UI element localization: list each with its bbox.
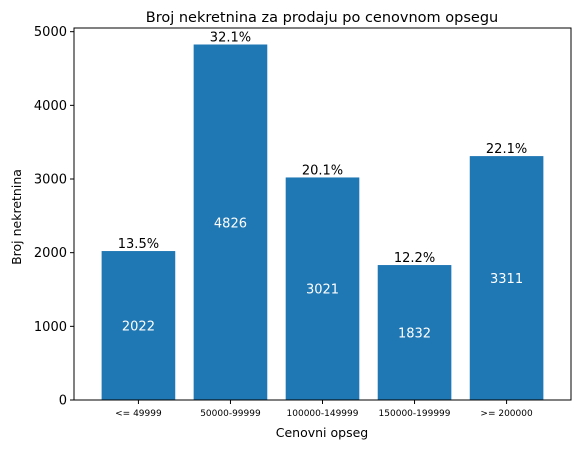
- bar-value-label: 3021: [306, 283, 339, 298]
- x-tick-label: 100000-149999: [287, 409, 359, 419]
- bar-value-label: 2022: [122, 320, 155, 335]
- x-axis-label: Cenovni opseg: [276, 425, 368, 440]
- y-tick-label: 2000: [34, 246, 67, 261]
- y-tick-label: 1000: [34, 320, 67, 335]
- bar-value-label: 3311: [490, 272, 523, 287]
- chart-title: Broj nekretnina za prodaju po cenovnom o…: [146, 10, 498, 26]
- bars-group: 2022 13.5% 4826 32.1% 3021 20.1% 1832 12.2% 3311…: [102, 31, 544, 400]
- bar-percent-label: 22.1%: [486, 142, 527, 157]
- y-tick-label: 0: [59, 394, 67, 409]
- bar-percent-label: 12.2%: [394, 251, 435, 266]
- y-tick-label: 3000: [34, 173, 67, 188]
- bar-value-label: 1832: [398, 327, 431, 342]
- x-tick-label: >= 200000: [480, 409, 533, 419]
- x-tick-label: 50000-99999: [200, 409, 261, 419]
- y-tick-label: 5000: [34, 25, 67, 40]
- y-tick-label: 4000: [34, 99, 67, 114]
- bar-value-label: 4826: [214, 216, 247, 231]
- bar-percent-label: 20.1%: [302, 163, 343, 178]
- x-tick-label: <= 49999: [115, 409, 162, 419]
- bar-percent-label: 32.1%: [210, 31, 251, 46]
- x-tick-label: 150000-199999: [379, 409, 451, 419]
- y-axis-label: Broj nekretnina: [9, 169, 24, 265]
- bar-percent-label: 13.5%: [118, 237, 159, 252]
